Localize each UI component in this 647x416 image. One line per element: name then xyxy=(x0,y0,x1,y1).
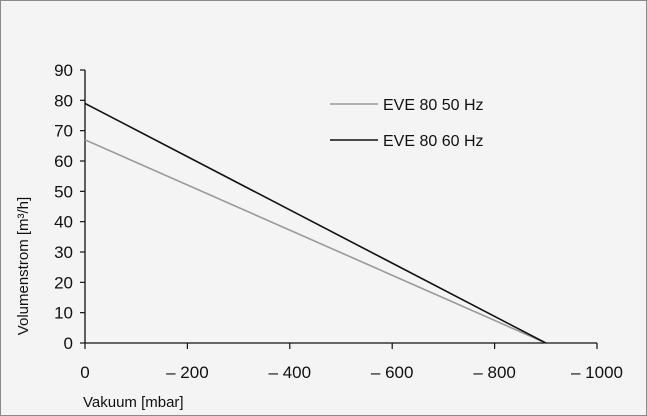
y-tick-label: 0 xyxy=(64,334,73,353)
y-tick-label: 10 xyxy=(54,304,73,323)
series-lines xyxy=(84,102,547,344)
y-tick-label: 40 xyxy=(54,213,73,232)
y-axis-title: Volumenstrom [m³/h] xyxy=(15,197,32,335)
x-tick-label: 0 xyxy=(80,363,89,382)
legend-label-60hz: EVE 80 60 Hz xyxy=(383,133,484,150)
x-axis-title: Vakuum [mbar] xyxy=(83,394,184,411)
y-ticks: 0 10 20 30 40 50 60 70 80 90 xyxy=(54,61,85,353)
series-line-1 xyxy=(84,102,547,344)
x-tick-label: – 600 xyxy=(371,363,414,382)
legend: EVE 80 50 Hz EVE 80 60 Hz xyxy=(330,97,484,150)
y-tick-label: 50 xyxy=(54,182,73,201)
x-tick-label: – 800 xyxy=(473,363,516,382)
y-tick-label: 20 xyxy=(54,273,73,292)
x-ticks: 0 – 200 – 400 – 600 – 800 – 1000 xyxy=(80,343,623,382)
x-tick-label: – 200 xyxy=(166,363,209,382)
legend-label-50hz: EVE 80 50 Hz xyxy=(383,97,484,114)
series-line-0 xyxy=(84,139,547,344)
axes xyxy=(84,70,597,344)
x-tick-label: – 1000 xyxy=(571,363,623,382)
x-tick-label: – 400 xyxy=(269,363,312,382)
y-tick-label: 30 xyxy=(54,243,73,262)
y-tick-label: 90 xyxy=(54,61,73,80)
y-tick-label: 80 xyxy=(54,91,73,110)
y-tick-label: 70 xyxy=(54,122,73,141)
y-tick-label: 60 xyxy=(54,152,73,171)
